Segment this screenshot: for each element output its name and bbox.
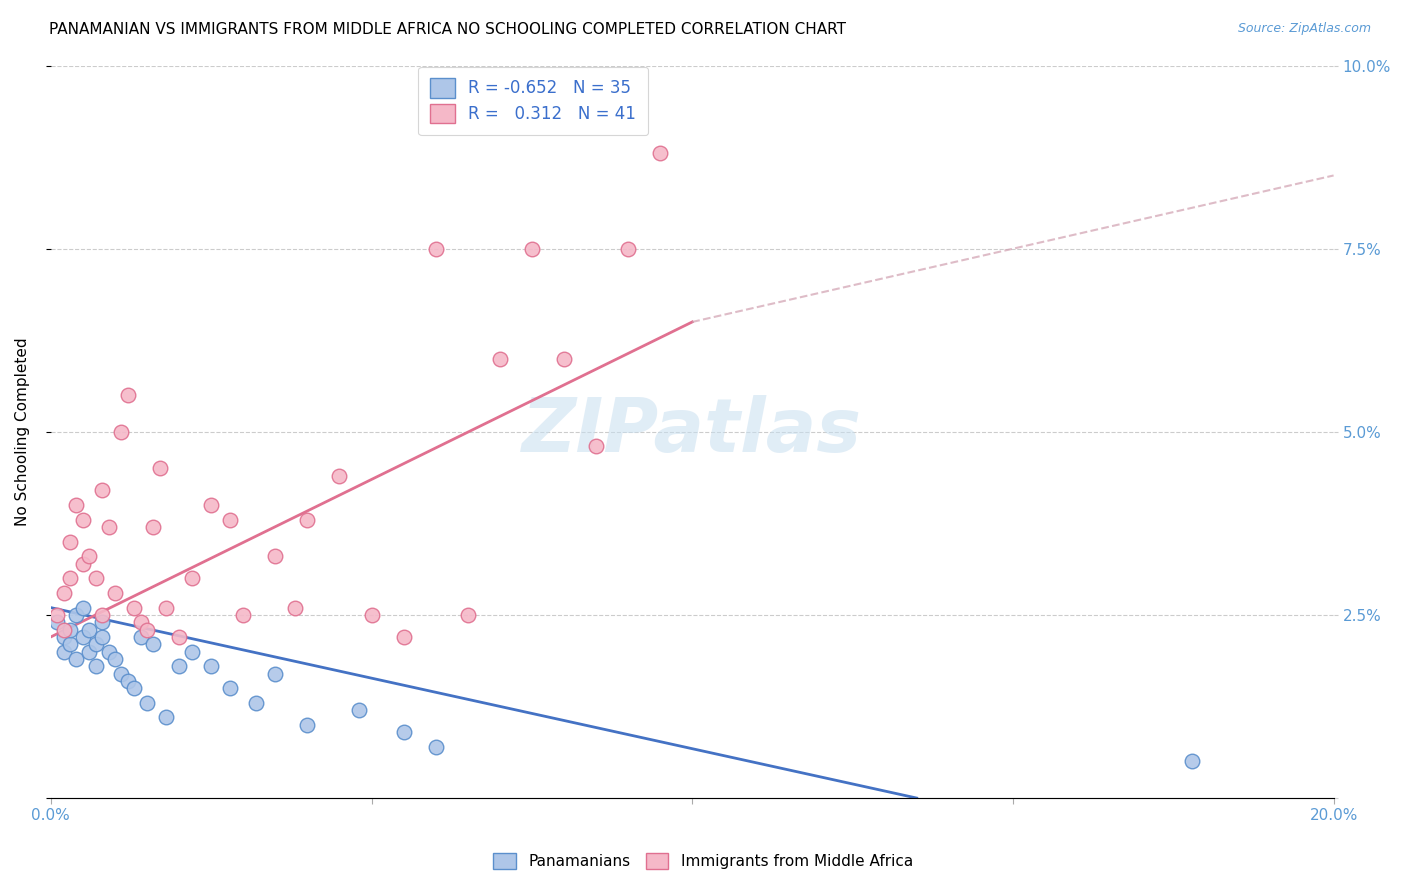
Point bbox=[122, 681, 145, 696]
Point bbox=[84, 637, 107, 651]
Point bbox=[91, 483, 114, 498]
Point bbox=[122, 600, 145, 615]
Point bbox=[65, 652, 87, 666]
Point bbox=[457, 607, 479, 622]
Point bbox=[1181, 755, 1204, 769]
Point bbox=[52, 644, 75, 658]
Point bbox=[149, 461, 172, 475]
Point bbox=[347, 703, 370, 717]
Point bbox=[72, 600, 94, 615]
Point bbox=[79, 549, 101, 564]
Point bbox=[97, 520, 120, 534]
Point bbox=[232, 607, 254, 622]
Point bbox=[520, 242, 543, 256]
Point bbox=[200, 498, 222, 512]
Point bbox=[52, 623, 75, 637]
Point bbox=[155, 600, 177, 615]
Point bbox=[167, 659, 190, 673]
Point bbox=[264, 666, 287, 681]
Point bbox=[65, 498, 87, 512]
Point bbox=[97, 644, 120, 658]
Point bbox=[46, 607, 69, 622]
Point bbox=[79, 644, 101, 658]
Point bbox=[110, 425, 132, 439]
Point bbox=[110, 666, 132, 681]
Point bbox=[52, 586, 75, 600]
Point bbox=[129, 630, 152, 644]
Point bbox=[129, 615, 152, 630]
Point bbox=[297, 718, 319, 732]
Point bbox=[425, 242, 447, 256]
Point bbox=[84, 571, 107, 585]
Point bbox=[585, 440, 607, 454]
Point bbox=[59, 637, 82, 651]
Point bbox=[117, 388, 139, 402]
Point bbox=[360, 607, 382, 622]
Point bbox=[91, 615, 114, 630]
Legend: Panamanians, Immigrants from Middle Africa: Panamanians, Immigrants from Middle Afri… bbox=[486, 847, 920, 875]
Point bbox=[200, 659, 222, 673]
Point bbox=[155, 710, 177, 724]
Point bbox=[59, 571, 82, 585]
Point bbox=[181, 571, 204, 585]
Point bbox=[617, 242, 640, 256]
Point bbox=[72, 630, 94, 644]
Point bbox=[553, 351, 575, 366]
Point bbox=[650, 146, 672, 161]
Point bbox=[136, 623, 159, 637]
Legend: R = -0.652   N = 35, R =   0.312   N = 41: R = -0.652 N = 35, R = 0.312 N = 41 bbox=[419, 67, 648, 135]
Point bbox=[79, 623, 101, 637]
Point bbox=[59, 623, 82, 637]
Point bbox=[104, 586, 127, 600]
Point bbox=[167, 630, 190, 644]
Point bbox=[284, 600, 307, 615]
Point bbox=[297, 513, 319, 527]
Point bbox=[219, 681, 242, 696]
Point bbox=[72, 557, 94, 571]
Point bbox=[181, 644, 204, 658]
Point bbox=[117, 673, 139, 688]
Text: Source: ZipAtlas.com: Source: ZipAtlas.com bbox=[1237, 22, 1371, 36]
Point bbox=[91, 630, 114, 644]
Point bbox=[392, 630, 415, 644]
Point bbox=[46, 615, 69, 630]
Point bbox=[104, 652, 127, 666]
Point bbox=[84, 659, 107, 673]
Y-axis label: No Schooling Completed: No Schooling Completed bbox=[15, 337, 30, 526]
Point bbox=[392, 725, 415, 739]
Point bbox=[65, 607, 87, 622]
Point bbox=[328, 468, 350, 483]
Point bbox=[59, 534, 82, 549]
Point bbox=[72, 513, 94, 527]
Text: ZIPatlas: ZIPatlas bbox=[522, 395, 862, 468]
Point bbox=[488, 351, 510, 366]
Point bbox=[136, 696, 159, 710]
Text: PANAMANIAN VS IMMIGRANTS FROM MIDDLE AFRICA NO SCHOOLING COMPLETED CORRELATION C: PANAMANIAN VS IMMIGRANTS FROM MIDDLE AFR… bbox=[49, 22, 846, 37]
Point bbox=[52, 630, 75, 644]
Point bbox=[91, 607, 114, 622]
Point bbox=[425, 739, 447, 754]
Point bbox=[142, 637, 165, 651]
Point bbox=[142, 520, 165, 534]
Point bbox=[245, 696, 267, 710]
Point bbox=[264, 549, 287, 564]
Point bbox=[219, 513, 242, 527]
